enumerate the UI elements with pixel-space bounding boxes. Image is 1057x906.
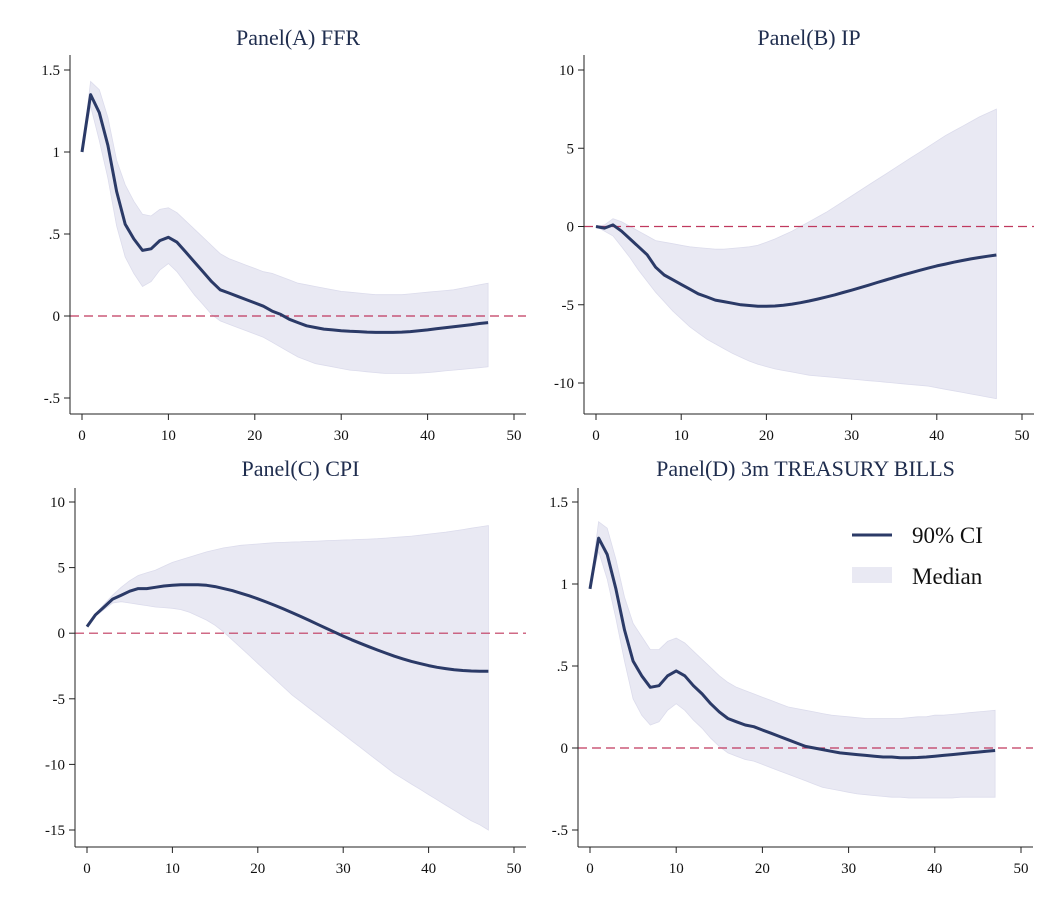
panel-0: Panel(A) FFR -.5 0 .5 1 1.5 0 10 20 30 40 50: [41, 25, 526, 444]
x-tick-label: 50: [1014, 861, 1029, 877]
median-line: [595, 223, 997, 308]
x-tick-label: 30: [844, 428, 859, 444]
y-tick-label: -10: [45, 757, 65, 773]
panel-title: Panel(D) 3m TREASURY BILLS: [656, 456, 955, 481]
x-tick-label: 10: [161, 428, 176, 444]
panel-2: Panel(C) CPI -15 -10 -5 0 5 10 0 10 20 30 40 50: [45, 456, 526, 877]
y-tick-label: -5: [562, 298, 575, 314]
panel-title: Panel(C) CPI: [242, 456, 360, 481]
ci-band: [86, 525, 489, 831]
y-tick-label: 5: [567, 141, 575, 157]
x-tick-label: 40: [929, 428, 944, 444]
legend: 90% CI Median: [852, 523, 983, 589]
y-tick-label: -10: [554, 376, 574, 392]
legend-swatch-band: [852, 567, 892, 583]
y-tick-label: -.5: [44, 391, 60, 407]
panel-1: Panel(B) IP -10 -5 0 5 10 0 10 20 30 40 50: [554, 25, 1034, 444]
median-line: [85, 583, 489, 673]
median-line: [588, 536, 996, 760]
y-tick-label: 10: [559, 63, 574, 79]
y-tick-label: 10: [50, 495, 65, 511]
panels-group: Panel(A) FFR-.50.511.50 10 20 30 40 50Panel(B…: [41, 25, 1034, 877]
panel-title: Panel(A) FFR: [236, 25, 360, 50]
y-tick-label: .5: [49, 227, 60, 243]
ci-band: [594, 108, 997, 400]
x-tick-label: 10: [674, 428, 689, 444]
x-tick-label: 0: [78, 428, 86, 444]
y-tick-label: 0: [58, 626, 66, 642]
x-tick-label: 0: [586, 861, 594, 877]
legend-label-median: Median: [912, 564, 983, 589]
y-tick-label: .5: [557, 659, 568, 675]
x-tick-label: 30: [841, 861, 856, 877]
y-tick-label: 5: [58, 561, 66, 577]
x-tick-label: 20: [250, 861, 265, 877]
x-tick-label: 20: [755, 861, 770, 877]
y-tick-label: 0: [567, 220, 575, 236]
y-tick-label: -.5: [552, 823, 568, 839]
x-tick-label: 50: [507, 861, 522, 877]
y-tick-label: 0: [53, 309, 61, 325]
x-tick-label: 10: [669, 861, 684, 877]
panel-title: Panel(B) IP: [757, 25, 860, 50]
x-tick-label: 40: [927, 861, 942, 877]
y-tick-label: 1.5: [41, 63, 60, 79]
x-tick-label: 40: [420, 428, 435, 444]
panel-3: Panel(D) 3m TREASURY BILLS -.5 0 .5 1 1.5 0 10 2…: [549, 456, 1033, 877]
ci-band: [81, 80, 489, 374]
y-tick-label: -5: [53, 692, 66, 708]
y-tick-label: -15: [45, 823, 65, 839]
x-tick-label: 30: [336, 861, 351, 877]
x-tick-label: 20: [759, 428, 774, 444]
y-tick-label: 1.5: [549, 495, 568, 511]
x-tick-label: 0: [83, 861, 91, 877]
legend-label-ci: 90% CI: [912, 523, 983, 548]
x-tick-label: 10: [165, 861, 180, 877]
x-tick-label: 20: [247, 428, 262, 444]
x-tick-label: 50: [507, 428, 522, 444]
y-tick-label: 0: [561, 741, 569, 757]
median-line: [80, 93, 489, 334]
x-tick-label: 40: [421, 861, 436, 877]
x-tick-label: 30: [334, 428, 349, 444]
x-tick-label: 50: [1015, 428, 1030, 444]
x-tick-label: 0: [592, 428, 600, 444]
ci-band: [589, 520, 996, 799]
y-tick-label: 1: [53, 145, 61, 161]
y-tick-label: 1: [561, 577, 569, 593]
